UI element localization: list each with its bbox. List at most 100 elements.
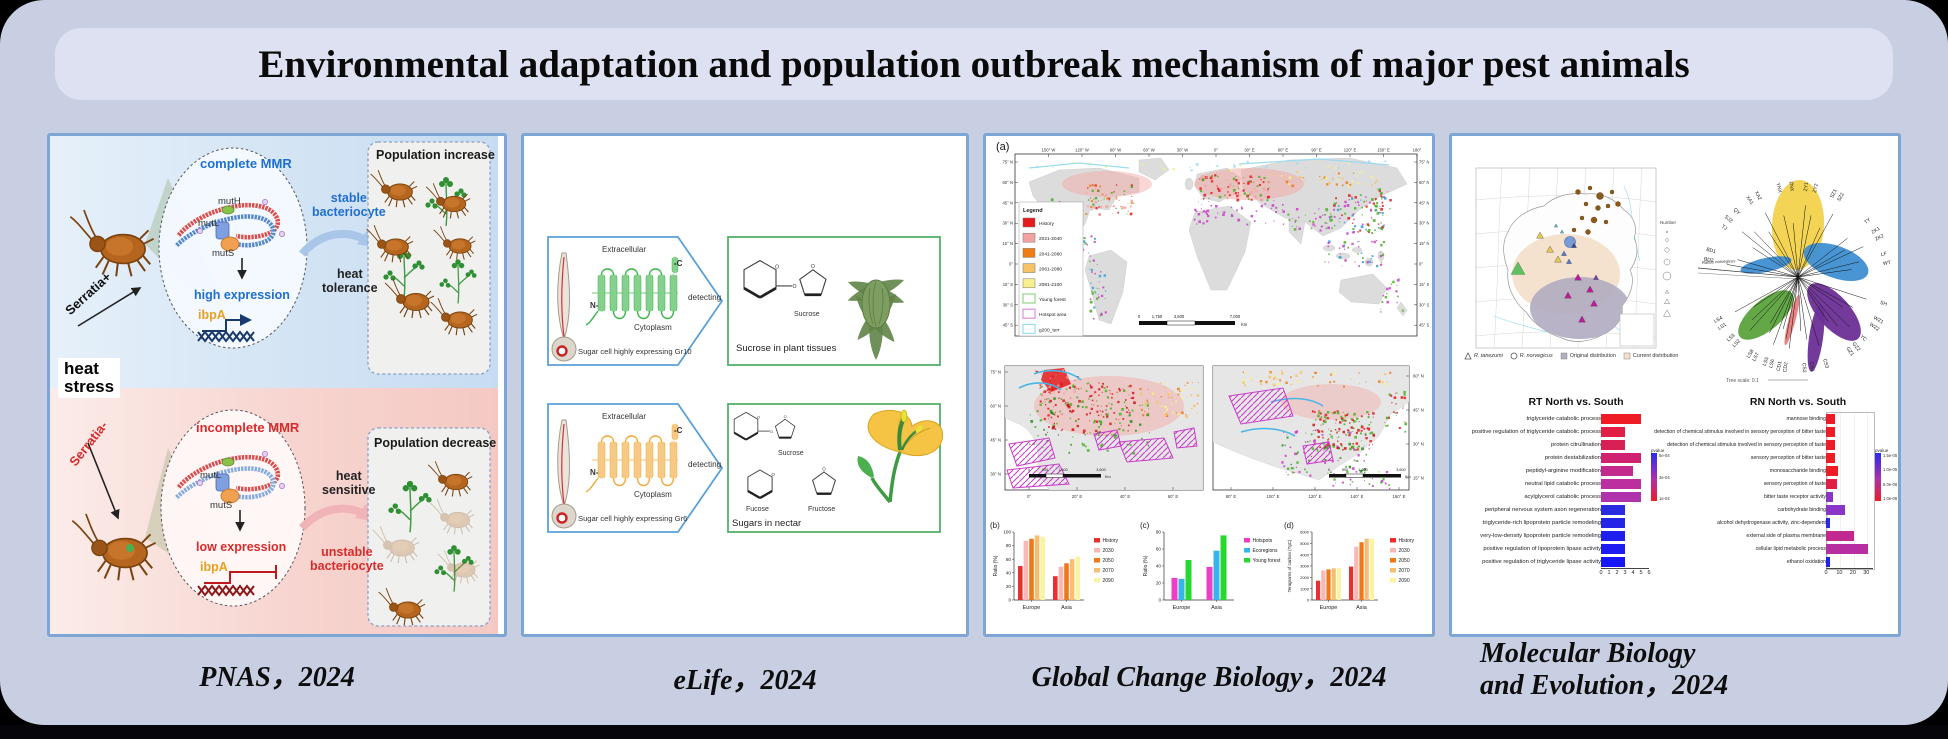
speckle <box>1117 211 1120 214</box>
line-mark <box>1737 259 1799 278</box>
speckle <box>1175 400 1178 403</box>
speckle <box>1275 211 1278 213</box>
text-mark: CS1 <box>1808 362 1815 373</box>
text-mark: 30° N <box>1413 442 1424 447</box>
speckle <box>1343 221 1346 224</box>
speckle <box>1350 426 1353 429</box>
path-mark <box>660 310 675 320</box>
speckle <box>1110 403 1113 406</box>
speckle <box>1351 180 1354 183</box>
speckle <box>1039 384 1042 386</box>
speckle <box>1100 205 1103 208</box>
speckle <box>1337 459 1339 462</box>
citation-elife: eLife，2024 <box>673 665 817 696</box>
speckle <box>1336 410 1339 413</box>
speckle <box>1122 418 1125 420</box>
speckle <box>1094 291 1096 293</box>
speckle <box>1375 239 1378 242</box>
triangle-marker <box>1586 285 1594 293</box>
speckle <box>1250 180 1252 183</box>
speckle <box>1330 435 1333 438</box>
speckle <box>1099 431 1101 433</box>
speckle <box>1358 421 1360 422</box>
speckle <box>1381 198 1383 200</box>
bar <box>1034 535 1040 600</box>
speckle <box>1329 434 1330 435</box>
text-mark: 60° N <box>1419 180 1429 185</box>
speckle <box>1190 394 1193 397</box>
speckle <box>1319 175 1321 177</box>
text-mark: LF <box>1880 251 1887 258</box>
speckle <box>1217 164 1219 166</box>
speckle <box>1098 388 1101 391</box>
speckle <box>1290 376 1292 379</box>
speckle <box>1365 196 1367 198</box>
line-mark <box>1751 276 1799 321</box>
path-mark <box>1664 289 1670 294</box>
legend-label: R. norvegicus <box>1519 353 1553 359</box>
speckle <box>1342 430 1345 434</box>
speckle <box>1040 393 1042 395</box>
pvalue-tick: 3e-04 <box>1659 474 1670 480</box>
text-mark: 15° N <box>1419 241 1429 246</box>
text-mark: LS6 <box>1768 358 1776 368</box>
text-mark: Young forest <box>1253 558 1282 564</box>
go-term-row: sensory perception of taste <box>1668 477 1898 490</box>
speckle <box>1324 221 1327 224</box>
speckle <box>1253 195 1257 199</box>
circle-mark <box>1571 227 1577 233</box>
speckle <box>1369 440 1372 443</box>
muth-protein <box>221 457 235 467</box>
speckle <box>1050 416 1053 419</box>
go-term-text: triglyceride-rich lipoprotein particle r… <box>1482 519 1601 526</box>
circle-mark <box>1605 203 1611 209</box>
speckle <box>1340 443 1343 446</box>
ellipse-mark <box>1784 294 1800 346</box>
text-mark: 3,600 <box>1396 468 1406 472</box>
speckle <box>1253 181 1255 183</box>
speckle <box>1074 388 1076 390</box>
speckle <box>1106 396 1110 399</box>
circle-mark <box>1665 230 1669 234</box>
speckle <box>1091 286 1095 290</box>
go-chart-rt: RT North vs. South triglyceride catabolic… <box>1454 396 1670 601</box>
speckle <box>1057 391 1060 393</box>
speckle <box>1342 448 1344 451</box>
speckle <box>1268 187 1270 189</box>
text-mark: 30° N <box>1002 221 1013 226</box>
text-mark: 60° E <box>1168 494 1179 499</box>
text-mark: LS2 <box>1732 338 1743 349</box>
speckle <box>1328 240 1331 243</box>
x-axis: 0 10 20 30 <box>1824 568 1873 576</box>
speckle <box>1069 405 1071 407</box>
speckle <box>1030 420 1034 423</box>
speckle <box>1087 199 1090 201</box>
speckle <box>1125 399 1127 401</box>
speckle <box>1052 424 1056 427</box>
speckle <box>1159 382 1162 385</box>
speckle <box>1299 175 1302 179</box>
speckle <box>1395 414 1397 416</box>
speckle <box>1347 217 1350 220</box>
line-mark <box>1741 231 1799 278</box>
speckle <box>1093 393 1095 395</box>
speckle <box>1383 383 1387 386</box>
speckle <box>1185 414 1187 416</box>
speckle <box>1389 394 1393 397</box>
speckle <box>1114 423 1116 424</box>
speckle <box>1350 378 1352 380</box>
speckle <box>1403 405 1404 407</box>
speckle <box>1177 387 1180 391</box>
sensillum-icon <box>551 419 577 529</box>
speckle <box>1203 199 1205 201</box>
cytoplasm-label: Cytoplasm <box>634 490 672 499</box>
muts-protein <box>220 488 240 504</box>
line-mark <box>1788 276 1799 349</box>
line-mark <box>1797 276 1829 322</box>
speckle <box>1108 197 1111 200</box>
bar <box>1075 556 1080 600</box>
title-banner: Environmental adaptation and population … <box>55 28 1893 100</box>
line-mark <box>1797 276 1843 308</box>
speckle <box>1287 213 1290 216</box>
go-term-text: protein citrullination <box>1551 441 1601 448</box>
